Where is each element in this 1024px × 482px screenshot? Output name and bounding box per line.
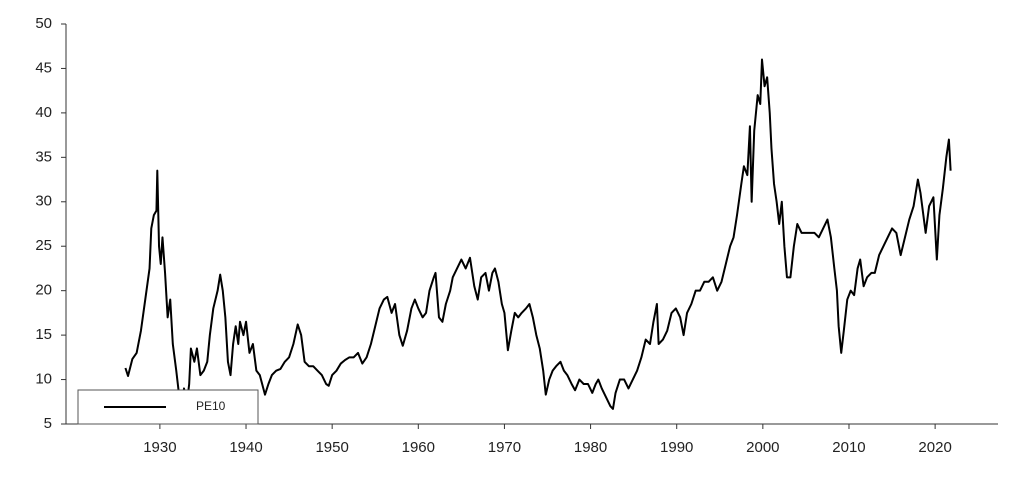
y-tick-label: 15 <box>35 326 52 343</box>
y-tick-label: 50 <box>35 15 52 32</box>
y-tick-label: 40 <box>35 104 52 121</box>
y-tick-label: 30 <box>35 193 52 210</box>
y-tick-label: 5 <box>44 415 52 432</box>
y-tick-label: 25 <box>35 237 52 254</box>
x-tick-label: 2010 <box>832 439 865 456</box>
y-tick-label: 20 <box>35 282 52 299</box>
x-tick-label: 1930 <box>143 439 176 456</box>
x-tick-label: 1940 <box>229 439 262 456</box>
x-tick-label: 1950 <box>315 439 348 456</box>
x-tick-label: 1960 <box>402 439 435 456</box>
x-tick-label: 1970 <box>488 439 521 456</box>
y-tick-label: 35 <box>35 148 52 165</box>
x-tick-label: 2000 <box>746 439 779 456</box>
x-tick-label: 1990 <box>660 439 693 456</box>
legend-label: PE10 <box>196 399 226 413</box>
data-line <box>124 58 952 417</box>
x-tick-label: 1980 <box>574 439 607 456</box>
x-tick-label: 2020 <box>918 439 951 456</box>
y-tick-label: 10 <box>35 371 52 388</box>
y-tick-label: 45 <box>35 59 52 76</box>
